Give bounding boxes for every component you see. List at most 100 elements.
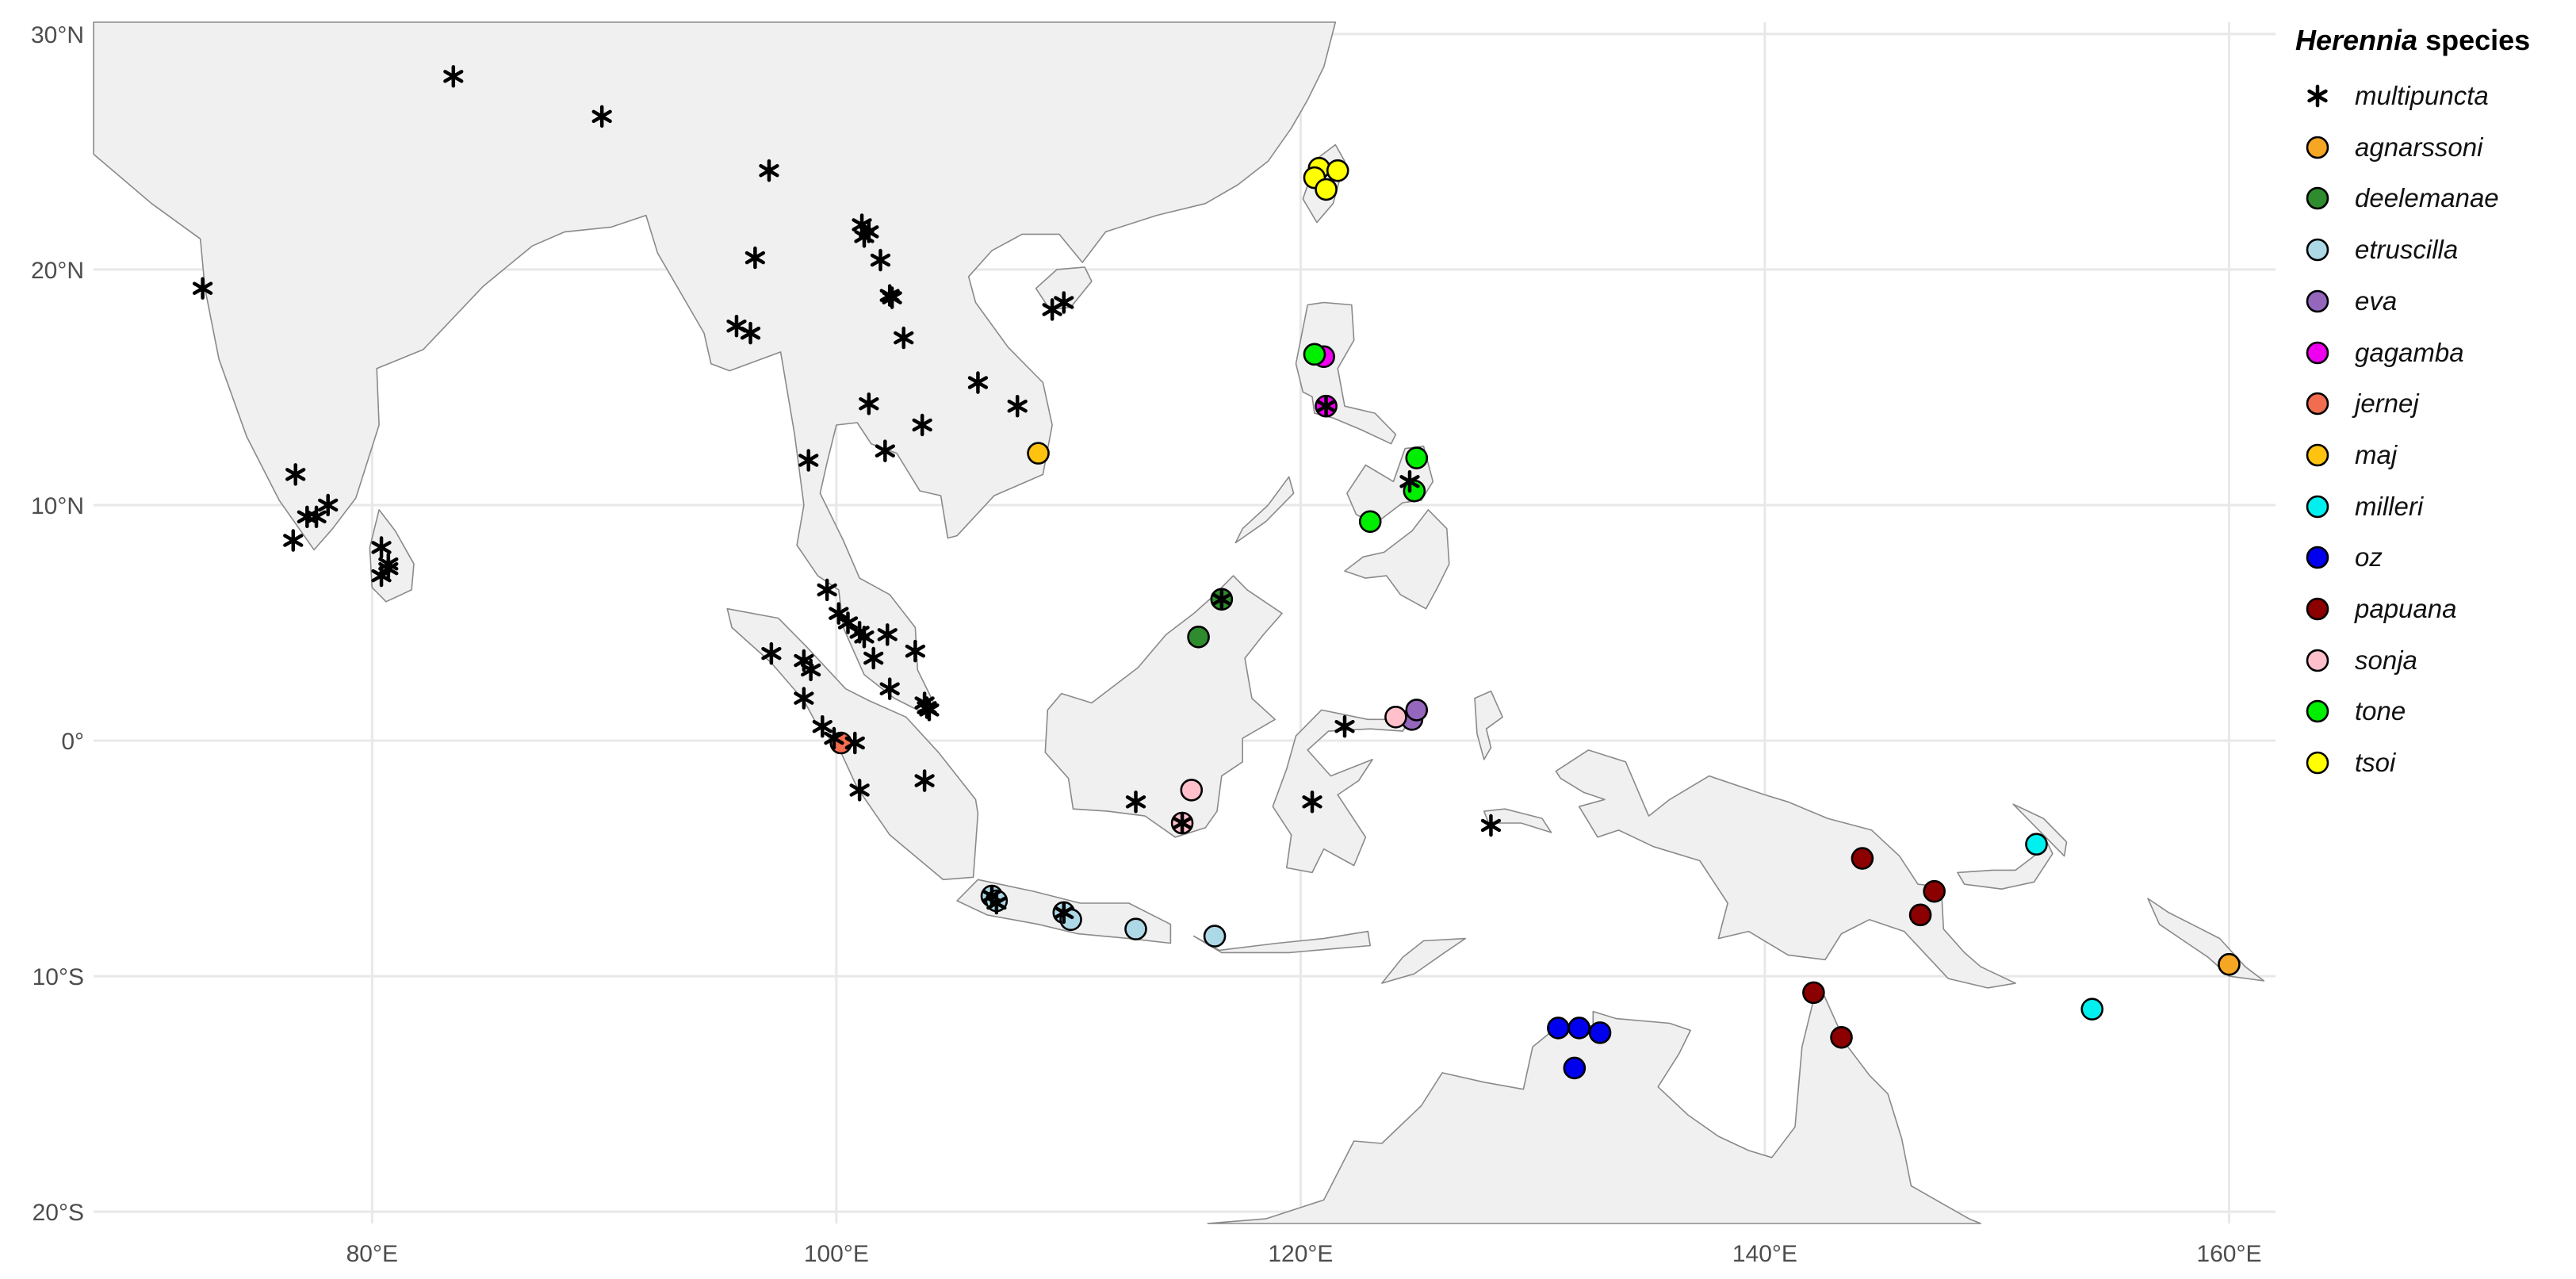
record-point-papuana — [1851, 847, 1874, 870]
record-point-oz — [1588, 1021, 1612, 1044]
landmass-palawan — [1234, 476, 1295, 544]
legend-item-gagamba: gagamba — [2299, 333, 2464, 373]
record-point-multipuncta — [919, 699, 940, 722]
record-point-multipuncta — [854, 225, 875, 248]
record-point-tone — [1303, 343, 1326, 366]
record-point-multipuncta — [875, 439, 895, 462]
record-point-multipuncta — [912, 413, 932, 437]
legend-label: tone — [2355, 696, 2406, 726]
circle-marker-icon — [2306, 546, 2329, 569]
record-point-tone — [1358, 510, 1382, 534]
record-point-multipuncta — [1125, 791, 1146, 814]
record-point-papuana — [1802, 981, 1825, 1005]
circle-marker-icon — [2306, 649, 2329, 672]
record-point-multipuncta — [1302, 791, 1322, 814]
circle-marker-icon — [2306, 187, 2329, 210]
record-point-multipuncta — [761, 641, 782, 665]
y-tick-label: 10°N — [31, 493, 84, 519]
record-point-multipuncta — [285, 463, 306, 486]
record-point-multipuncta — [798, 449, 819, 472]
record-point-oz — [1567, 1017, 1591, 1040]
record-point-multipuncta — [882, 286, 902, 309]
record-point-multipuncta — [1054, 291, 1074, 314]
circle-marker-icon — [2306, 392, 2329, 415]
y-tick-label: 10°S — [33, 964, 84, 990]
circle-marker-icon — [2306, 495, 2329, 518]
x-tick-label: 140°E — [1732, 1241, 1797, 1267]
record-point-multipuncta — [849, 779, 870, 802]
landmass-timor — [1381, 937, 1466, 984]
record-point-milleri — [2025, 833, 2048, 856]
circle-marker-icon — [2306, 341, 2329, 364]
record-point-oz — [1547, 1017, 1570, 1040]
record-point-multipuncta — [879, 677, 900, 700]
record-point-multipuncta — [283, 529, 304, 552]
record-point-multipuncta — [1211, 588, 1232, 611]
legend-label: etruscilla — [2355, 235, 2459, 265]
record-point-multipuncta — [817, 578, 837, 602]
record-point-multipuncta — [1399, 470, 1420, 493]
record-point-multipuncta — [914, 769, 935, 792]
landmass-mindanao — [1344, 509, 1450, 610]
legend-label: eva — [2355, 285, 2398, 316]
legend-item-deelemanae: deelemanae — [2299, 178, 2499, 218]
record-point-tsoi — [1315, 178, 1338, 201]
legend-label: deelemanae — [2355, 183, 2499, 213]
record-point-multipuncta — [794, 687, 814, 710]
asterisk-marker-icon — [2307, 84, 2328, 108]
occurrence-records — [192, 65, 2241, 1080]
legend-item-etruscilla: etruscilla — [2299, 230, 2458, 270]
record-point-tone — [1405, 446, 1429, 469]
legend-item-tsoi: tsoi — [2299, 743, 2395, 783]
record-point-multipuncta — [744, 246, 766, 270]
record-point-papuana — [1908, 903, 1932, 927]
record-point-multipuncta — [967, 371, 989, 394]
legend-label: maj — [2355, 439, 2398, 469]
x-tick-label: 100°E — [804, 1241, 869, 1267]
record-point-multipuncta — [740, 321, 761, 345]
legend-title-suffix: species — [2417, 24, 2531, 56]
record-point-papuana — [1830, 1026, 1853, 1049]
record-point-sonja — [1180, 779, 1204, 802]
record-point-multipuncta — [854, 626, 875, 649]
record-point-milleri — [2080, 998, 2104, 1021]
record-point-multipuncta — [812, 714, 833, 738]
record-point-multipuncta — [829, 602, 849, 625]
record-point-multipuncta — [378, 552, 399, 576]
landmass-new-guinea — [1555, 749, 2016, 989]
landmass-borneo — [1044, 575, 1283, 838]
circle-marker-icon — [2306, 238, 2329, 262]
record-point-multipuncta — [318, 493, 339, 517]
legend-label: jernej — [2355, 389, 2419, 419]
legend-label: papuana — [2355, 594, 2457, 623]
record-point-multipuncta — [443, 65, 464, 88]
legend-label: tsoi — [2355, 748, 2396, 778]
record-point-deelemanae — [1187, 626, 1210, 649]
y-tick-label: 30°N — [31, 22, 84, 48]
record-point-multipuncta — [759, 159, 779, 182]
latitude-axis: 30°N 20°N 10°N 0° 10°S 20°S — [31, 22, 84, 1226]
legend-label: milleri — [2355, 491, 2424, 521]
circle-marker-icon — [2306, 289, 2329, 313]
record-point-multipuncta — [1480, 814, 1502, 837]
landmass-new-britain — [1957, 839, 2054, 890]
record-point-multipuncta — [870, 248, 891, 272]
record-point-sonja — [1384, 706, 1407, 729]
record-point-tsoi — [1326, 159, 1349, 182]
legend-label: gagamba — [2355, 337, 2464, 367]
landmass-sulawesi — [1272, 702, 1422, 874]
legend-item-oz: oz — [2299, 538, 2383, 577]
record-point-multipuncta — [1007, 394, 1028, 418]
legend-label: agnarssoni — [2355, 132, 2483, 162]
circle-marker-icon — [2306, 751, 2329, 775]
landmass-lesser-sunda — [1192, 930, 1371, 954]
x-tick-label: 80°E — [346, 1241, 398, 1267]
record-point-multipuncta — [371, 536, 392, 559]
legend-label: multipuncta — [2355, 81, 2489, 110]
legend-item-maj: maj — [2299, 435, 2397, 475]
record-point-etruscilla — [1203, 925, 1227, 948]
legend-item-tone: tone — [2299, 691, 2406, 731]
record-point-etruscilla — [1124, 917, 1147, 940]
legend-item-eva: eva — [2299, 281, 2397, 321]
